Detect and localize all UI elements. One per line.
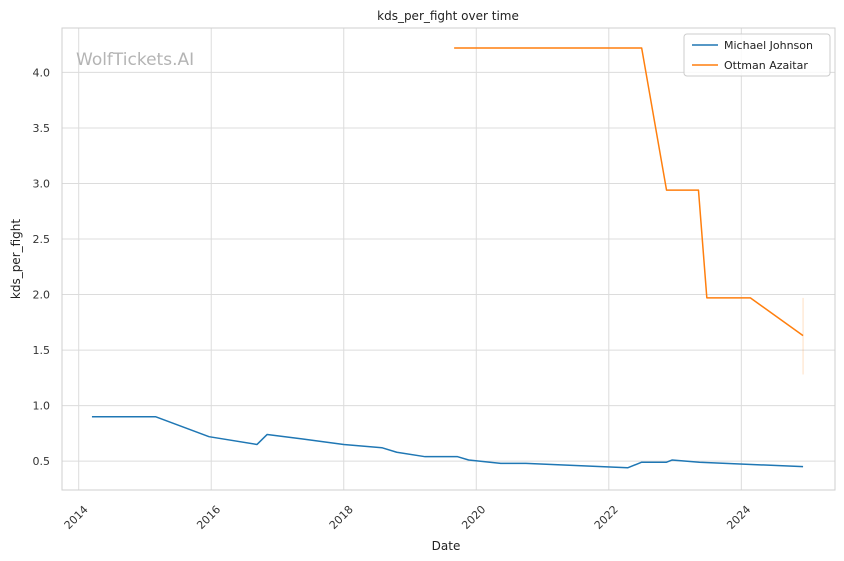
watermark-text: WolfTickets.AI (76, 50, 194, 70)
x-tick-label: 2014 (62, 503, 91, 532)
x-tick-label: 2018 (327, 503, 356, 532)
plot-area-frame (61, 27, 836, 491)
y-tick-label: 3.0 (33, 177, 51, 190)
y-tick-label: 1.5 (33, 344, 51, 357)
y-axis-label: kds_per_fight (9, 219, 23, 300)
x-tick-label: 2024 (724, 503, 753, 532)
y-tick-label: 3.5 (33, 122, 51, 135)
y-tick-label: 2.0 (33, 289, 51, 302)
series-layer (91, 47, 804, 469)
y-tick-label: 1.0 (33, 400, 51, 413)
legend-label: Michael Johnson (724, 39, 813, 52)
x-tick-label: 2016 (194, 503, 223, 532)
y-tick-label: 2.5 (33, 233, 51, 246)
legend: Michael Johnson Ottman Azaitar (683, 33, 831, 77)
legend-box (683, 33, 831, 77)
x-axis-ticks: 2014 2016 2018 2020 2022 2024 (62, 503, 754, 532)
y-tick-label: 4.0 (33, 66, 51, 79)
series-line-ottman-azaitar (454, 47, 804, 337)
grid (62, 28, 835, 490)
x-tick-label: 2022 (592, 503, 621, 532)
chart-title: kds_per_fight over time (377, 9, 519, 23)
x-axis-label: Date (432, 539, 461, 553)
series-line-michael-johnson (91, 415, 804, 469)
y-tick-label: 0.5 (33, 455, 51, 468)
x-tick-label: 2020 (459, 503, 488, 532)
y-axis-ticks: 0.5 1.0 1.5 2.0 2.5 3.0 3.5 4.0 (33, 66, 51, 468)
legend-label: Ottman Azaitar (724, 59, 808, 72)
